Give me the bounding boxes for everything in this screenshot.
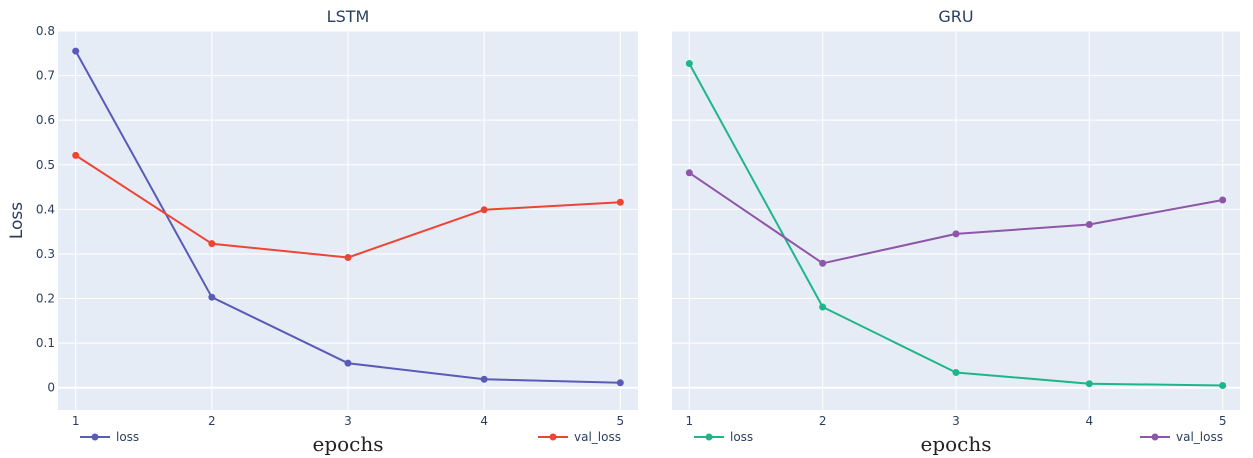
data-point-val_loss <box>1219 196 1227 204</box>
legend-label: val_loss <box>1176 430 1223 444</box>
x-tick-label: 4 <box>1086 414 1094 428</box>
data-point-loss <box>952 369 960 377</box>
data-point-loss <box>208 293 216 301</box>
y-tick-label: 0.7 <box>36 69 55 83</box>
chart-panel-1: GRU 1 2 3 4 5 epochs loss val_loss <box>672 7 1240 456</box>
x-tick-label: 3 <box>952 414 960 428</box>
y-tick-label: 0.5 <box>36 158 55 172</box>
data-point-val_loss <box>616 198 624 206</box>
data-point-loss <box>480 375 488 383</box>
x-tick-label: 1 <box>72 414 80 428</box>
y-tick-label: 0.1 <box>36 336 55 350</box>
data-point-val_loss <box>819 259 827 267</box>
legend-swatch-marker <box>1151 433 1159 441</box>
x-tick-label: 2 <box>819 414 827 428</box>
legend-swatch-marker <box>549 433 557 441</box>
data-point-loss <box>1219 381 1227 389</box>
data-point-loss <box>344 359 352 367</box>
y-tick-label: 0.6 <box>36 113 55 127</box>
x-tick-label: 4 <box>480 414 488 428</box>
chart-title: LSTM <box>327 7 370 26</box>
chart-title: GRU <box>938 7 973 26</box>
x-axis-label: epochs <box>312 432 383 456</box>
legend-label: loss <box>116 430 139 444</box>
y-tick-label: 0.2 <box>36 292 55 306</box>
legend-label: val_loss <box>574 430 621 444</box>
data-point-val_loss <box>685 169 693 177</box>
data-point-val_loss <box>72 151 80 159</box>
x-tick-label: 1 <box>686 414 694 428</box>
x-axis-label: epochs <box>920 432 991 456</box>
chart-panel-0: LSTM 0 0.1 0.2 0.3 0.4 0.5 0.6 0.7 0.8 1 2 3 4 5 Loss ep… <box>7 7 638 456</box>
legend-label: loss <box>730 430 753 444</box>
data-point-val_loss <box>1085 221 1093 229</box>
data-point-loss <box>1085 380 1093 388</box>
x-tick-label: 5 <box>1219 414 1227 428</box>
data-point-val_loss <box>208 240 216 248</box>
data-point-val_loss <box>480 206 488 214</box>
legend-swatch-marker <box>91 433 99 441</box>
x-tick-label: 2 <box>208 414 216 428</box>
data-point-val_loss <box>952 230 960 238</box>
data-point-loss <box>819 303 827 311</box>
y-tick-label: 0.4 <box>36 202 55 216</box>
y-tick-label: 0 <box>47 381 55 395</box>
data-point-loss <box>72 47 80 55</box>
x-tick-label: 5 <box>616 414 624 428</box>
y-tick-label: 0.8 <box>36 24 55 38</box>
data-point-loss <box>685 60 693 68</box>
y-axis-label: Loss <box>7 202 27 239</box>
x-tick-label: 3 <box>344 414 352 428</box>
data-point-val_loss <box>344 254 352 262</box>
y-tick-label: 0.3 <box>36 247 55 261</box>
legend-swatch-marker <box>705 433 713 441</box>
data-point-loss <box>616 379 624 387</box>
